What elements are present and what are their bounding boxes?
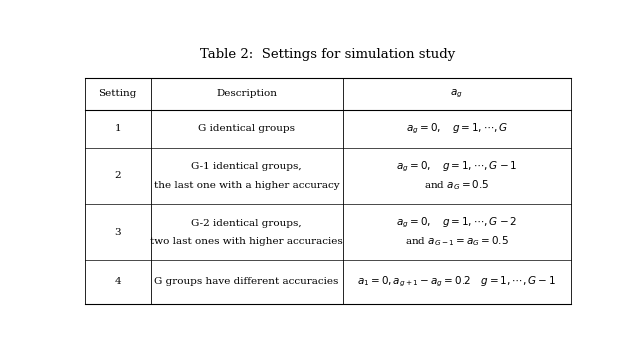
Text: G-2 identical groups,: G-2 identical groups, <box>191 219 302 228</box>
Text: G identical groups: G identical groups <box>198 124 295 133</box>
Text: 3: 3 <box>115 228 121 237</box>
Text: and $a_G = 0.5$: and $a_G = 0.5$ <box>424 178 490 192</box>
Text: Setting: Setting <box>99 89 137 98</box>
Text: and $a_{G-1} = a_G = 0.5$: and $a_{G-1} = a_G = 0.5$ <box>404 234 509 248</box>
Text: the last one with a higher accuracy: the last one with a higher accuracy <box>154 181 339 190</box>
Text: 4: 4 <box>115 278 121 287</box>
Text: $a_g = 0,\quad g = 1, \cdots, G-2$: $a_g = 0,\quad g = 1, \cdots, G-2$ <box>396 216 518 230</box>
Text: 2: 2 <box>115 171 121 181</box>
Text: $a_g$: $a_g$ <box>451 88 463 100</box>
Text: G groups have different accuracies: G groups have different accuracies <box>154 278 339 287</box>
Text: Table 2:  Settings for simulation study: Table 2: Settings for simulation study <box>200 48 456 61</box>
Text: $a_g = 0,\quad g = 1, \cdots, G$: $a_g = 0,\quad g = 1, \cdots, G$ <box>406 121 508 136</box>
Text: G-1 identical groups,: G-1 identical groups, <box>191 162 302 171</box>
Text: $a_g = 0,\quad g = 1, \cdots, G-1$: $a_g = 0,\quad g = 1, \cdots, G-1$ <box>396 160 518 174</box>
Text: Description: Description <box>216 89 277 98</box>
Text: $a_1 = 0, a_{g+1} - a_g = 0.2\quad g = 1, \cdots, G-1$: $a_1 = 0, a_{g+1} - a_g = 0.2\quad g = 1… <box>357 275 556 289</box>
Text: 1: 1 <box>115 124 121 133</box>
Text: two last ones with higher accuracies: two last ones with higher accuracies <box>150 237 343 246</box>
